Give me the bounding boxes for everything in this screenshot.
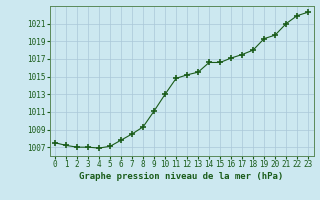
X-axis label: Graphe pression niveau de la mer (hPa): Graphe pression niveau de la mer (hPa)	[79, 172, 284, 181]
